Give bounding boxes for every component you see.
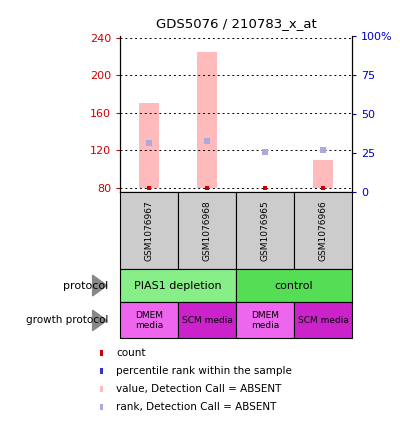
Bar [178,192,236,269]
Text: percentile rank within the sample: percentile rank within the sample [116,366,292,376]
Text: GSM1076966: GSM1076966 [318,200,328,261]
Bar [120,269,236,302]
Bar [294,302,352,338]
Text: growth protocol: growth protocol [26,316,108,325]
Text: rank, Detection Call = ABSENT: rank, Detection Call = ABSENT [116,402,277,412]
Polygon shape [92,275,107,296]
Bar [236,302,294,338]
Bar [120,192,178,269]
Text: GDS5076 / 210783_x_at: GDS5076 / 210783_x_at [156,16,316,30]
Text: protocol: protocol [63,280,108,291]
Text: control: control [275,280,313,291]
Text: DMEM
media: DMEM media [251,311,279,330]
Text: GSM1076967: GSM1076967 [144,200,154,261]
Text: GSM1076965: GSM1076965 [260,200,270,261]
Text: value, Detection Call = ABSENT: value, Detection Call = ABSENT [116,385,282,394]
Text: GSM1076968: GSM1076968 [202,200,212,261]
Bar [120,302,178,338]
Text: SCM media: SCM media [298,316,348,325]
Bar [197,52,217,188]
Bar [236,269,352,302]
Bar [178,302,236,338]
Text: DMEM
media: DMEM media [135,311,163,330]
Bar [313,159,333,188]
Text: count: count [116,349,146,358]
Bar [236,192,294,269]
Bar [294,192,352,269]
Bar [139,104,159,188]
Polygon shape [92,310,107,331]
Text: SCM media: SCM media [182,316,232,325]
Text: PIAS1 depletion: PIAS1 depletion [134,280,222,291]
